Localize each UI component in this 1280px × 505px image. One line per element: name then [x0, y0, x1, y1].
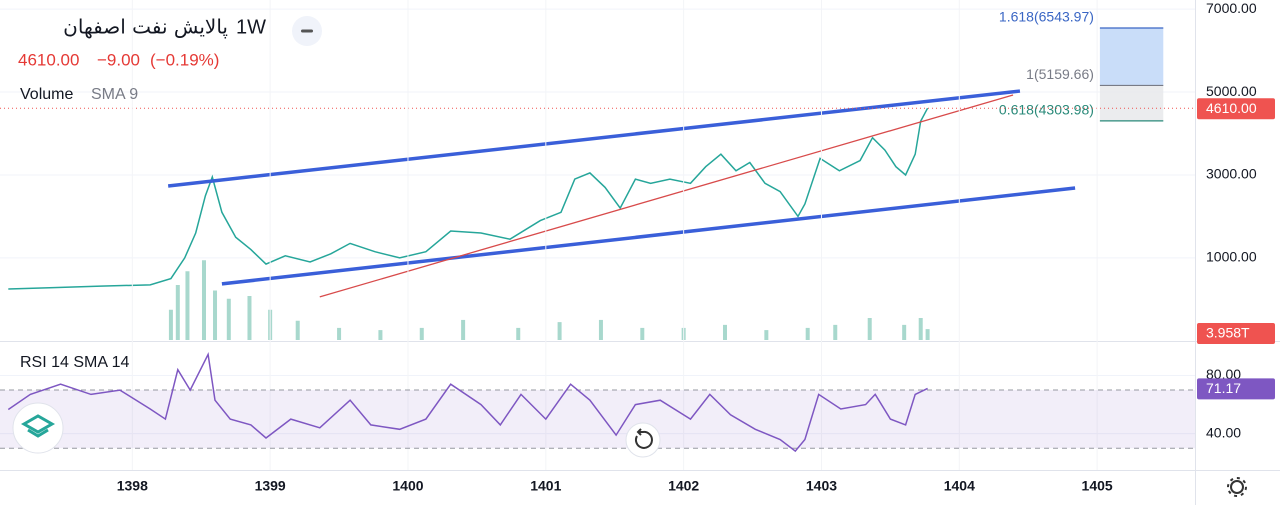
price-change-pct: (−0.19%): [150, 50, 219, 69]
volume-bar: [867, 318, 872, 340]
x-tick-label: 1400: [392, 478, 423, 494]
current-value-box: [1197, 323, 1275, 344]
volume-bar: [378, 330, 383, 340]
volume-bar: [764, 330, 769, 340]
data-line: [7, 351, 928, 453]
volume-bar: [337, 327, 342, 340]
volume-bar: [185, 271, 190, 340]
reset-icon: [634, 428, 653, 449]
symbol-title: پالایش نفت اصفهان: [63, 15, 228, 40]
fib-label: 1.618(6543.97): [999, 9, 1094, 25]
volume-bar: [516, 327, 521, 340]
y-tick-label: 80.00: [1206, 366, 1241, 382]
volume-bar: [295, 320, 300, 340]
x-tick-label: 1402: [668, 478, 699, 494]
volume-bar: [918, 318, 923, 340]
x-tick-label: 1399: [255, 478, 286, 494]
trendline: [221, 186, 1076, 286]
x-tick-label: 1401: [530, 478, 561, 494]
current-value-box: [1197, 378, 1275, 400]
current-value-label: 4610.00: [1206, 100, 1257, 116]
current-value-box: [1197, 98, 1275, 120]
rsi-title: RSI 14 SMA 14: [20, 354, 129, 371]
logo-button[interactable]: [12, 402, 64, 454]
rsi-band: [0, 390, 1195, 449]
y-tick-label: 7000.00: [1206, 0, 1257, 16]
collapse-icon: [301, 29, 313, 33]
volume-sma: SMA 9: [91, 86, 138, 103]
y-tick-label: 5000.00: [1206, 83, 1257, 99]
plot-layer: 1000.00 3000.00 5000.00 7000.00 1.618(6543.9…: [0, 0, 1275, 494]
volume-bar: [226, 298, 231, 340]
interval: 1W: [236, 16, 266, 38]
volume-title: Volume: [20, 86, 73, 103]
fib-zone: [1099, 28, 1164, 86]
volume-bar: [557, 322, 562, 340]
volume-bar: [168, 309, 173, 340]
logo-icon: [20, 414, 56, 438]
volume-bar: [598, 319, 603, 340]
last-price: 4610.00: [18, 50, 79, 69]
x-tick-label: 1403: [806, 478, 837, 494]
y-tick-label: 1000.00: [1206, 249, 1257, 265]
volume-bar: [213, 290, 218, 340]
current-value-label: 3.958T: [1206, 325, 1250, 341]
fib-zone: [1099, 85, 1164, 121]
data-line: [8, 107, 929, 290]
volume-bar: [247, 296, 252, 340]
volume-bar: [722, 324, 727, 340]
settings-gear: [1227, 477, 1247, 497]
volume-bar: [805, 327, 810, 340]
x-tick-label: 1405: [1082, 478, 1113, 494]
trendline: [319, 94, 1014, 298]
trendline: [167, 89, 1021, 188]
fib-label: 0.618(4303.98): [999, 102, 1094, 118]
volume-bar: [925, 329, 930, 340]
volume-bar: [201, 260, 206, 340]
volume-bar: [461, 319, 466, 340]
volume-bar: [640, 327, 645, 340]
current-value-label: 71.17: [1206, 380, 1241, 396]
reset-button[interactable]: [625, 422, 661, 458]
volume-bar: [419, 327, 424, 340]
x-tick-label: 1398: [117, 478, 148, 494]
y-tick-label: 3000.00: [1206, 166, 1257, 182]
settings-button[interactable]: [1230, 480, 1244, 494]
volume-bar: [175, 285, 180, 340]
x-tick-label: 1404: [944, 478, 975, 494]
volume-bar: [833, 324, 838, 340]
price-change: −9.00: [97, 50, 140, 69]
y-tick-label: 40.00: [1206, 424, 1241, 440]
volume-bar: [902, 324, 907, 340]
fib-label: 1(5159.66): [1026, 66, 1094, 82]
